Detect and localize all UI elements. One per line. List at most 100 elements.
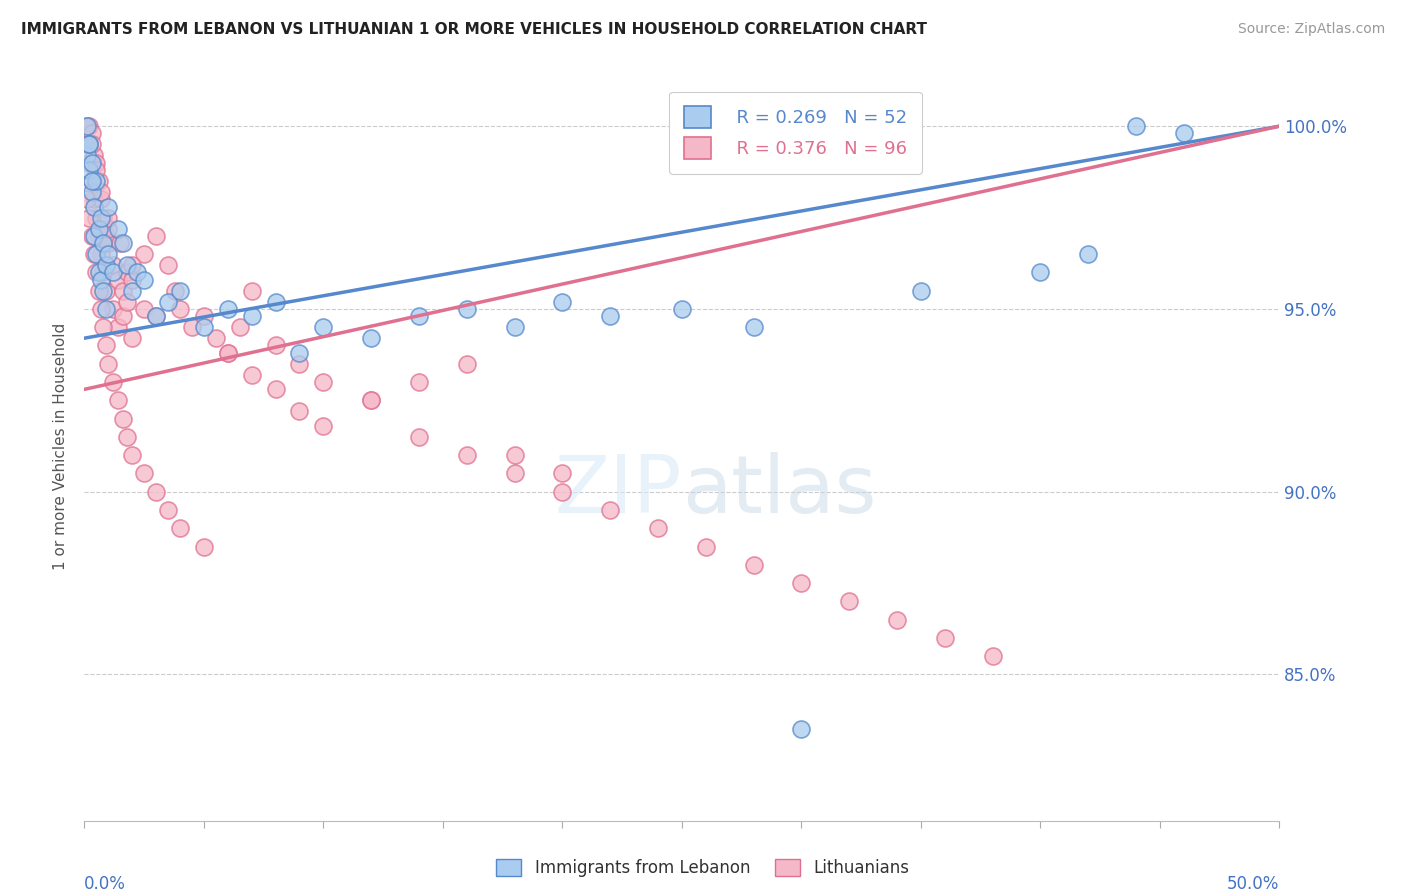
Point — [456, 301, 478, 316]
Point — [288, 346, 311, 360]
Text: Source: ZipAtlas.com: Source: ZipAtlas.com — [1237, 22, 1385, 37]
Point — [125, 265, 148, 279]
Point — [97, 357, 120, 371]
Point — [121, 331, 143, 345]
Point — [80, 185, 103, 199]
Point — [117, 294, 139, 309]
Point — [107, 221, 129, 235]
Point — [790, 723, 813, 737]
Point — [111, 284, 134, 298]
Point — [83, 228, 105, 243]
Point — [121, 273, 143, 287]
Point — [93, 236, 115, 251]
Point — [117, 265, 139, 279]
Point — [240, 284, 263, 298]
Point — [193, 540, 215, 554]
Point — [121, 258, 143, 272]
Point — [97, 247, 120, 261]
Point — [101, 301, 124, 316]
Point — [360, 393, 382, 408]
Point — [169, 301, 191, 316]
Point — [94, 284, 117, 298]
Point — [80, 228, 103, 243]
Point — [77, 163, 100, 178]
Point — [97, 211, 120, 225]
Point — [107, 273, 129, 287]
Point — [981, 649, 1004, 664]
Legend:   R = 0.269   N = 52,   R = 0.376   N = 96: R = 0.269 N = 52, R = 0.376 N = 96 — [669, 92, 922, 174]
Legend: Immigrants from Lebanon, Lithuanians: Immigrants from Lebanon, Lithuanians — [489, 852, 917, 884]
Point — [169, 521, 191, 535]
Point — [107, 320, 129, 334]
Point — [456, 448, 478, 462]
Point — [101, 258, 124, 272]
Point — [90, 247, 112, 261]
Point — [503, 467, 526, 481]
Point — [145, 310, 167, 324]
Point — [80, 174, 103, 188]
Point — [76, 119, 98, 133]
Point — [93, 320, 115, 334]
Point — [312, 320, 335, 334]
Point — [90, 273, 112, 287]
Point — [94, 228, 117, 243]
Point — [551, 467, 574, 481]
Point — [1173, 127, 1195, 141]
Text: 50.0%: 50.0% — [1227, 875, 1279, 892]
Point — [80, 127, 103, 141]
Point — [83, 200, 105, 214]
Point — [181, 320, 204, 334]
Point — [87, 284, 110, 298]
Point — [76, 137, 98, 152]
Point — [121, 448, 143, 462]
Point — [111, 236, 134, 251]
Point — [157, 294, 180, 309]
Point — [94, 258, 117, 272]
Point — [145, 484, 167, 499]
Point — [217, 346, 239, 360]
Point — [288, 404, 311, 418]
Point — [240, 310, 263, 324]
Point — [77, 211, 100, 225]
Point — [101, 265, 124, 279]
Point — [264, 294, 287, 309]
Point — [86, 155, 108, 169]
Point — [205, 331, 228, 345]
Point — [86, 247, 108, 261]
Point — [87, 221, 110, 235]
Point — [87, 174, 110, 188]
Text: atlas: atlas — [682, 452, 876, 530]
Point — [360, 393, 382, 408]
Point — [1029, 265, 1052, 279]
Point — [121, 284, 143, 298]
Point — [264, 338, 287, 352]
Point — [132, 467, 156, 481]
Point — [86, 265, 108, 279]
Point — [90, 192, 112, 206]
Point — [647, 521, 669, 535]
Point — [90, 185, 112, 199]
Point — [1077, 247, 1099, 261]
Point — [97, 236, 120, 251]
Point — [456, 357, 478, 371]
Point — [599, 310, 621, 324]
Point — [886, 613, 908, 627]
Point — [193, 320, 215, 334]
Point — [90, 211, 112, 225]
Point — [742, 320, 765, 334]
Point — [240, 368, 263, 382]
Point — [229, 320, 252, 334]
Point — [83, 192, 105, 206]
Point — [838, 594, 860, 608]
Text: ZIP: ZIP — [554, 452, 682, 530]
Point — [93, 265, 115, 279]
Point — [165, 284, 187, 298]
Point — [107, 393, 129, 408]
Point — [87, 228, 110, 243]
Point — [145, 228, 167, 243]
Point — [76, 192, 98, 206]
Point — [408, 430, 430, 444]
Point — [217, 346, 239, 360]
Point — [360, 331, 382, 345]
Point — [80, 155, 103, 169]
